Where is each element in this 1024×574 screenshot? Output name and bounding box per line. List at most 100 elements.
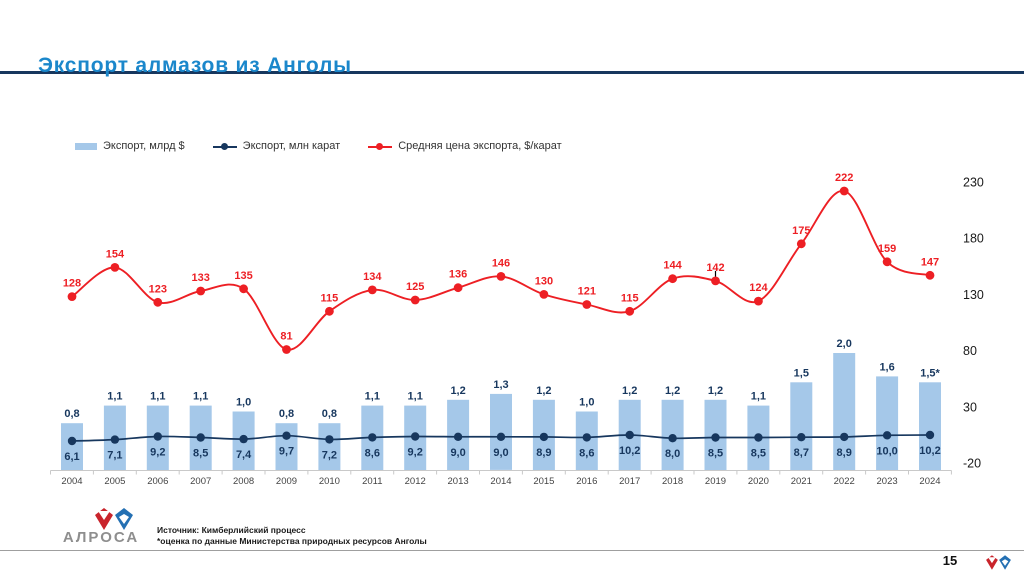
carat-dot: [282, 431, 291, 440]
x-axis-year-label: 2022: [834, 476, 855, 487]
x-axis-year-label: 2012: [405, 476, 426, 487]
carat-value-label: 8,9: [837, 447, 852, 459]
price-value-label: 144: [663, 260, 682, 272]
carat-dot: [582, 433, 591, 442]
carat-value-label: 8,5: [193, 448, 208, 460]
x-axis-year-label: 2018: [662, 476, 683, 487]
x-axis-year-label: 2024: [919, 476, 940, 487]
carat-value-label: 7,4: [236, 449, 252, 461]
x-axis-year-label: 2006: [147, 476, 168, 487]
carat-value-label: 9,0: [493, 447, 508, 459]
price-dot: [325, 306, 334, 316]
x-axis-year-label: 2004: [61, 476, 82, 487]
price-value-label: 135: [234, 270, 252, 282]
carat-value-label: 9,0: [450, 447, 465, 459]
page-number: 15: [942, 553, 958, 568]
carat-value-label: 6,1: [64, 451, 79, 463]
price-value-label: 146: [492, 257, 510, 269]
bar-value-label: 1,2: [622, 385, 637, 397]
carat-dot: [196, 433, 205, 442]
source-note: Источник: Кимберлийский процесс *оценка …: [157, 525, 427, 547]
price-dot: [453, 283, 463, 293]
legend-red-line-swatch: [368, 142, 393, 151]
bar-value-label: 1,1: [751, 391, 766, 403]
x-axis-year-label: 2010: [319, 476, 340, 487]
chart-legend: Экспорт, млрд $ Экспорт, млн карат Средн…: [75, 140, 562, 152]
bar-value-label: 0,8: [279, 408, 294, 420]
price-value-label: 128: [63, 278, 81, 290]
price-value-label: 142: [706, 262, 724, 274]
bar: [61, 423, 83, 470]
slide-title: Экспорт алмазов из Анголы: [38, 54, 352, 77]
carat-dot: [925, 430, 935, 440]
price-value-label: 124: [749, 282, 768, 294]
x-axis-year-label: 2016: [576, 476, 597, 487]
price-dot: [668, 274, 677, 284]
price-dot: [582, 300, 592, 309]
alrosa-mini-logo-icon: [986, 555, 1011, 570]
carat-value-label: 8,0: [665, 448, 680, 460]
price-dot: [67, 292, 77, 301]
price-dot: [839, 186, 849, 196]
bar-value-label: 1,1: [150, 391, 165, 403]
price-value-label: 123: [149, 283, 167, 295]
price-value-label: 222: [835, 172, 853, 184]
carat-value-label: 8,6: [579, 447, 594, 459]
price-dot: [539, 290, 549, 299]
price-dot: [110, 263, 120, 272]
price-value-label: 115: [621, 292, 639, 304]
price-value-label: 81: [280, 330, 292, 342]
right-axis-tick-label: 80: [963, 344, 977, 358]
price-dot: [796, 239, 806, 249]
x-axis-year-label: 2008: [233, 476, 254, 487]
legend-label-export-usd: Экспорт, млрд $: [103, 140, 185, 152]
legend-item-export-usd: Экспорт, млрд $: [75, 140, 185, 152]
price-value-label: 134: [363, 271, 382, 283]
bar-value-label: 1,1: [193, 391, 208, 403]
x-axis-year-label: 2015: [533, 476, 554, 487]
carat-dot: [496, 432, 506, 441]
bar-value-label: 1,0: [579, 397, 594, 409]
x-axis-year-label: 2014: [490, 476, 511, 487]
source-line-1: Источник: Кимберлийский процесс: [157, 525, 306, 535]
carat-value-label: 8,5: [708, 448, 723, 460]
price-value-label: 121: [578, 286, 596, 298]
bar-value-label: 1,6: [879, 361, 894, 373]
legend-item-export-carats: Экспорт, млн карат: [212, 140, 341, 152]
legend-label-avg-price: Средняя цена экспорта, $/карат: [398, 140, 562, 152]
legend-bar-swatch: [75, 142, 97, 150]
carat-dot: [668, 434, 677, 443]
price-value-label: 154: [106, 248, 125, 260]
carat-dot: [453, 432, 463, 441]
footer-divider: [0, 550, 1024, 551]
carat-value-label: 9,2: [150, 446, 165, 458]
bar: [318, 423, 341, 470]
carat-value-label: 10,2: [919, 445, 940, 457]
bar-value-label: 2,0: [837, 338, 852, 350]
carat-value-label: 8,6: [365, 447, 380, 459]
bar: [490, 393, 512, 470]
x-axis-year-label: 2011: [362, 476, 382, 487]
carat-dot: [411, 432, 420, 441]
price-dot: [754, 296, 763, 306]
price-dot: [625, 306, 635, 316]
price-dot: [153, 297, 163, 307]
carat-value-label: 8,7: [794, 447, 809, 459]
carat-dot: [797, 433, 806, 442]
carat-dot: [539, 432, 549, 442]
price-dot: [282, 345, 291, 354]
bar-value-label: 1,1: [365, 391, 380, 403]
bar: [790, 382, 813, 471]
carat-value-label: 7,2: [322, 449, 337, 461]
legend-label-export-carats: Экспорт, млн карат: [242, 140, 341, 152]
bar-value-label: 1,1: [408, 391, 423, 403]
x-axis-year-label: 2013: [448, 476, 469, 487]
right-axis-tick-label: 230: [963, 176, 984, 190]
carat-dot: [368, 433, 377, 442]
bar-value-label: 0,8: [64, 408, 79, 420]
bar: [275, 423, 298, 470]
bar-value-label: 1,2: [708, 385, 723, 397]
x-axis-year-label: 2019: [705, 476, 726, 487]
legend-item-avg-price: Средняя цена экспорта, $/карат: [368, 140, 562, 152]
